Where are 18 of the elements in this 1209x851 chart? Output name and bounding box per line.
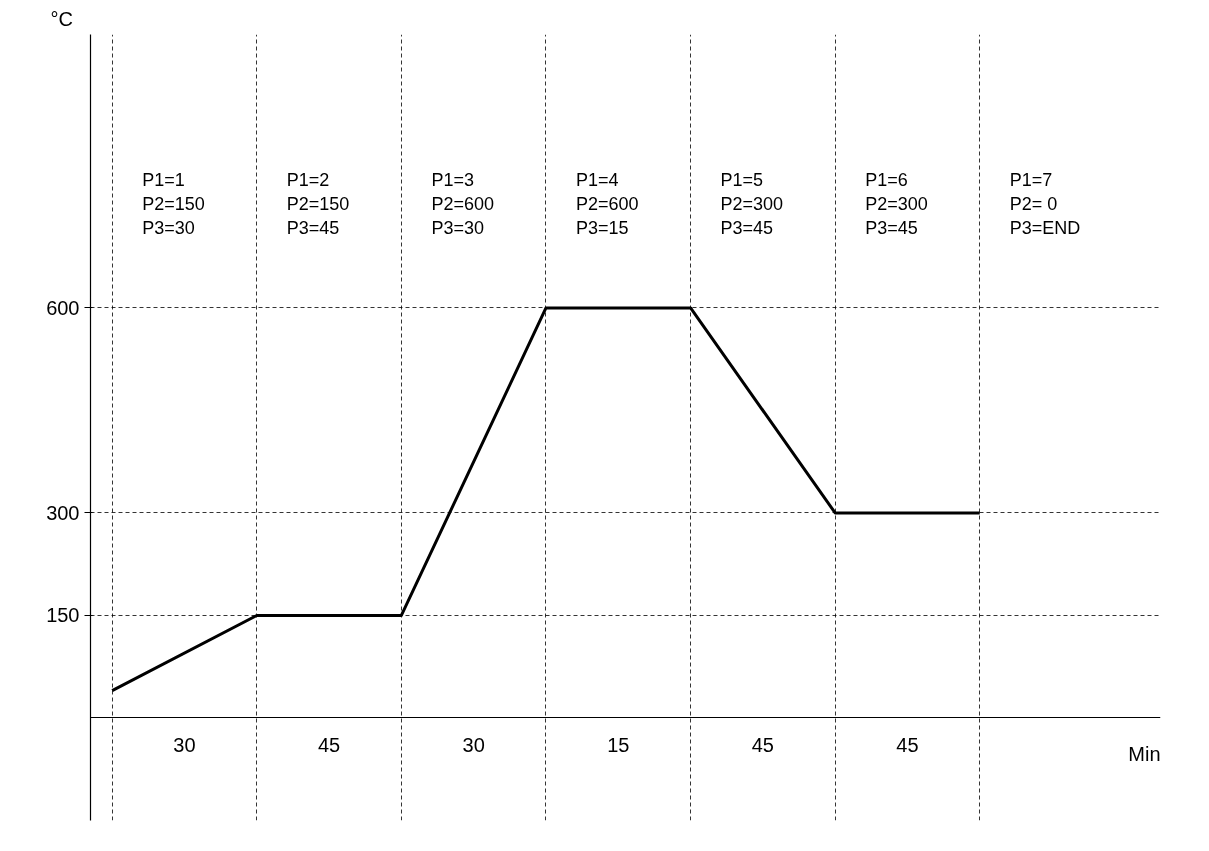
y-tick-label: 600 [46, 296, 80, 319]
annotation: 30 [173, 733, 196, 756]
annotation: P1=6 P2=300 P3=45 [865, 169, 928, 238]
annotation: 45 [751, 733, 774, 756]
annotation: 45 [317, 733, 341, 756]
annotation: P1=5 P2=300 P3=45 [720, 169, 784, 238]
y-tick-label: 300 [46, 501, 80, 524]
annotation: 30 [462, 733, 485, 756]
annotation: P1=1 P2=150 P3=30 [142, 169, 205, 238]
annotation: 15 [607, 733, 630, 756]
annotation: P1=7 P2= 0 P3=END [1009, 169, 1081, 238]
annotation: P1=3 P2=600 P3=30 [431, 169, 494, 238]
y-axis-title: °C [50, 7, 73, 30]
x-axis-title: Min [1128, 742, 1161, 765]
annotation: P1=4 P2=600 P3=15 [575, 169, 639, 238]
annotation: 45 [896, 733, 919, 756]
y-tick-label: 150 [46, 604, 80, 627]
annotation: P1=2 P2=150 P3=45 [286, 169, 350, 238]
